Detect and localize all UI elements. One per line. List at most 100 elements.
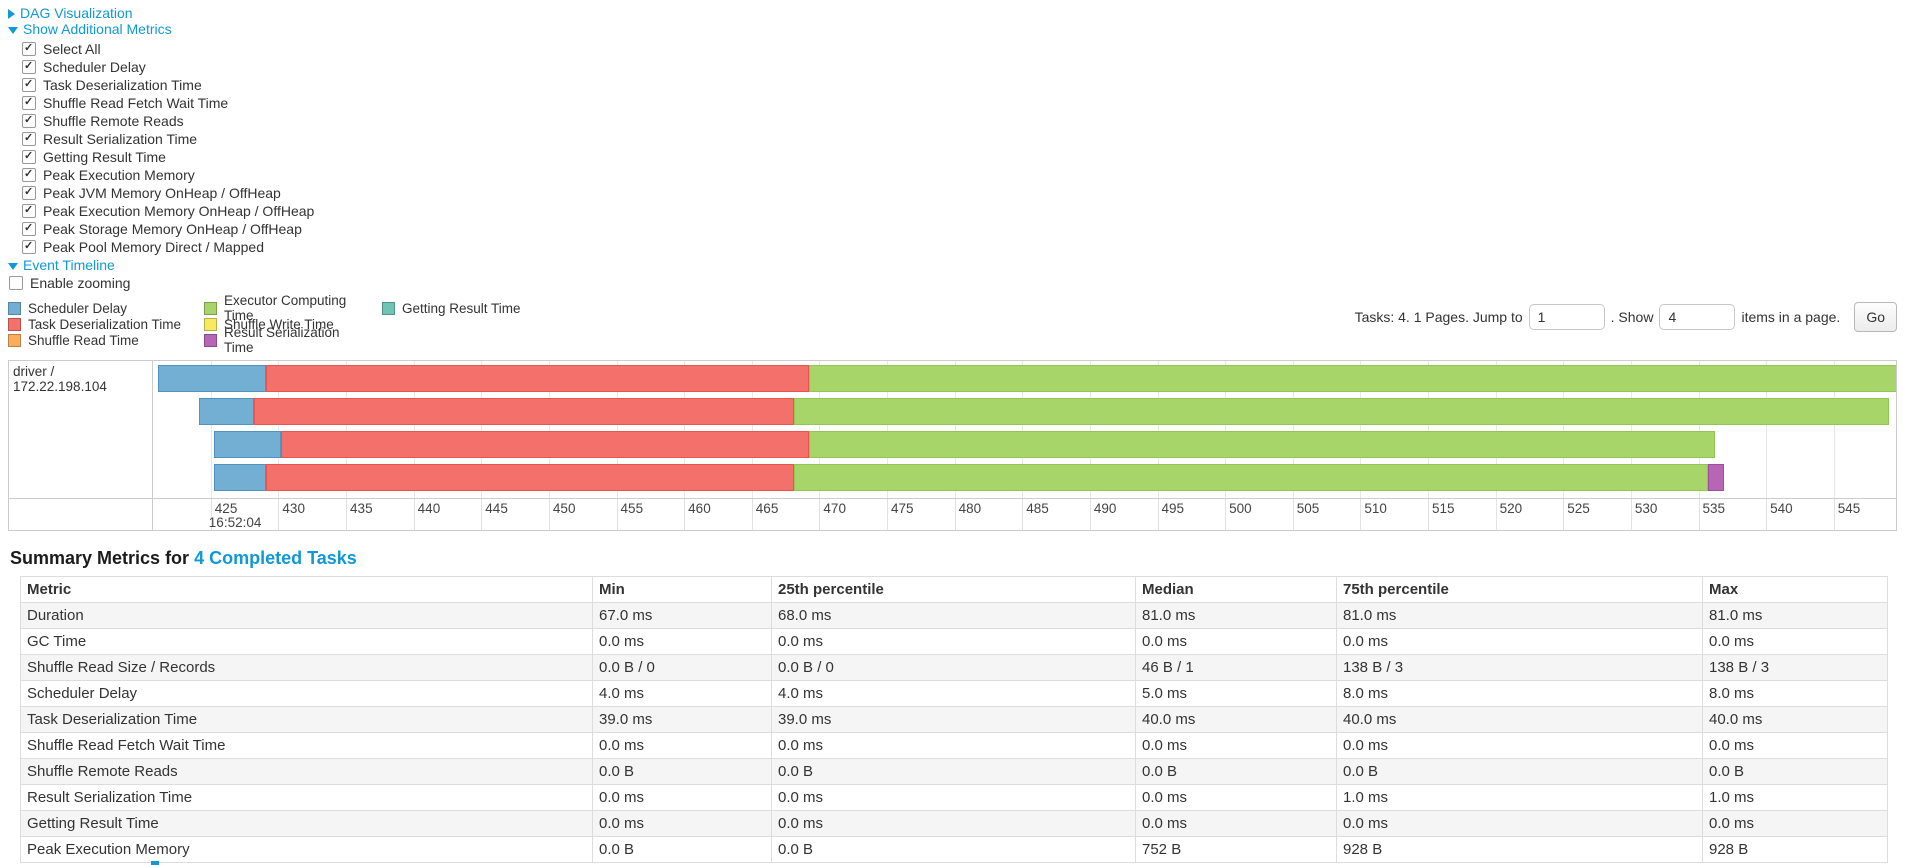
metric-value-cell: 0.0 ms [771, 784, 1136, 811]
checkbox[interactable] [22, 239, 36, 254]
caret-right-icon [8, 8, 15, 19]
checkbox[interactable] [22, 77, 36, 92]
metric-value-cell: 0.0 ms [1135, 732, 1337, 759]
jump-to-page-input[interactable] [1528, 304, 1605, 330]
timeline-bar-segment-scheduler-delay[interactable] [198, 398, 255, 425]
metric-value-cell: 0.0 B [592, 758, 772, 785]
checkbox[interactable] [22, 221, 36, 236]
summary-metrics-title: Summary Metrics for 4 Completed Tasks [10, 548, 1899, 569]
checkbox[interactable] [22, 113, 36, 128]
clipped-next-section-fragment [151, 861, 159, 865]
checkbox[interactable] [22, 131, 36, 146]
timeline-plot-area[interactable] [154, 361, 1896, 498]
event-timeline-chart: driver / 172.22.198.104 425 430 435 440 445 4… [8, 360, 1897, 531]
legend-item: Scheduler Delay [8, 300, 204, 316]
timeline-bar-segment-task-deser[interactable] [266, 365, 809, 392]
table-row: Shuffle Remote Reads 0.0 B 0.0 B 0.0 B 0.0 B… [20, 758, 1888, 785]
axis-tick-line [751, 499, 753, 530]
metric-value-cell: 0.0 ms [592, 810, 772, 837]
metric-value-cell: 138 B / 3 [1336, 654, 1703, 681]
timeline-bar-segment-task-deser[interactable] [281, 431, 809, 458]
event-timeline-label: Event Timeline [23, 257, 115, 273]
metric-value-cell: 4.0 ms [771, 680, 1136, 707]
metric-value-cell: 928 B [1702, 836, 1888, 863]
axis-gridline [210, 361, 212, 498]
table-header-cell: Min [592, 576, 772, 603]
axis-gridline [819, 361, 821, 498]
axis-tick-label: 525 [1567, 501, 1590, 516]
table-header-cell: Median [1135, 576, 1337, 603]
axis-gridline [1292, 361, 1294, 498]
timeline-bar-segment-task-deser[interactable] [254, 398, 794, 425]
legend-label: Getting Result Time [402, 300, 521, 316]
checkbox[interactable] [22, 149, 36, 164]
metric-name-cell: Peak Execution Memory [20, 836, 593, 863]
metric-value-cell: 0.0 B [1135, 758, 1337, 785]
go-button[interactable]: Go [1854, 302, 1897, 332]
timeline-bar-segment-scheduler-delay[interactable] [213, 431, 282, 458]
timeline-bar-segment-compute[interactable] [808, 365, 1896, 392]
checkbox[interactable] [22, 59, 36, 74]
axis-tick-label: 435 [350, 501, 373, 516]
table-row: Scheduler Delay 4.0 ms 4.0 ms 5.0 ms 8.0 ms 8… [20, 680, 1888, 707]
metric-value-cell: 40.0 ms [1336, 706, 1703, 733]
axis-gridline [278, 361, 280, 498]
checkbox-label: Result Serialization Time [43, 131, 198, 147]
checkbox-item: Shuffle Read Fetch Wait Time [22, 94, 1899, 112]
axis-tick-label: 465 [755, 501, 779, 516]
metric-value-cell: 0.0 ms [1135, 628, 1337, 655]
axis-tick-line [1630, 499, 1632, 530]
axis-tick-label: 500 [1229, 501, 1252, 516]
metric-value-cell: 67.0 ms [592, 602, 772, 629]
axis-gridline [413, 361, 415, 498]
checkbox[interactable] [22, 95, 36, 110]
timeline-bar-segment-result-ser[interactable] [1708, 464, 1725, 491]
axis-tick-line [1563, 499, 1565, 530]
axis-time-label: 16:52:04 [208, 515, 262, 530]
axis-tick-line [346, 499, 348, 530]
timeline-bar-segment-scheduler-delay[interactable] [158, 365, 267, 392]
metric-value-cell: 0.0 ms [771, 732, 1136, 759]
dag-visualization-toggle[interactable]: DAG Visualization [8, 6, 1899, 21]
event-timeline-toggle[interactable]: Event Timeline [8, 258, 1899, 273]
metric-value-cell: 752 B [1135, 836, 1337, 863]
metric-name-cell: Shuffle Read Fetch Wait Time [20, 732, 593, 759]
executor-row-label: driver / 172.22.198.104 [9, 361, 153, 498]
axis-tick-line [1292, 499, 1294, 530]
checkbox[interactable] [22, 185, 36, 200]
completed-tasks-link[interactable]: 4 Completed Tasks [194, 548, 357, 568]
show-additional-metrics-toggle[interactable]: Show Additional Metrics [8, 22, 1899, 37]
enable-zooming-row: Enable zooming [9, 274, 1899, 291]
shuffle-read-swatch-icon [8, 333, 21, 347]
timeline-bar-segment-compute[interactable] [808, 431, 1715, 458]
checkbox-label: Task Deserialization Time [43, 77, 202, 93]
timeline-bar-segment-compute[interactable] [793, 464, 1708, 491]
checkbox-item: Getting Result Time [22, 148, 1899, 166]
checkbox[interactable] [22, 203, 36, 218]
timeline-bar-segment-scheduler-delay[interactable] [213, 464, 267, 491]
axis-gridline [346, 361, 348, 498]
items-per-page-input[interactable] [1659, 304, 1736, 330]
checkbox[interactable] [22, 167, 36, 182]
checkbox-item: Peak Execution Memory [22, 166, 1899, 184]
checkbox-label: Peak Execution Memory OnHeap / OffHeap [43, 203, 315, 219]
timeline-bar-segment-task-deser[interactable] [266, 464, 794, 491]
metric-value-cell: 0.0 ms [592, 784, 772, 811]
metric-name-cell: Task Deserialization Time [20, 706, 593, 733]
axis-tick-label: 510 [1364, 501, 1387, 516]
metric-value-cell: 81.0 ms [1135, 602, 1337, 629]
legend-item: Shuffle Write Time [204, 316, 364, 332]
metric-value-cell: 5.0 ms [1135, 680, 1337, 707]
checkbox[interactable] [22, 41, 36, 56]
metric-name-cell: Scheduler Delay [20, 680, 593, 707]
axis-tick-line [413, 499, 415, 530]
enable-zooming-checkbox[interactable] [9, 275, 23, 290]
legend-label: Scheduler Delay [28, 300, 128, 316]
axis-tick-label: 530 [1634, 501, 1658, 516]
timeline-bar-segment-compute[interactable] [793, 398, 1890, 425]
enable-zooming-label: Enable zooming [30, 274, 131, 291]
metric-value-cell: 39.0 ms [771, 706, 1136, 733]
axis-tick-label: 430 [282, 501, 305, 516]
metric-value-cell: 0.0 B / 0 [592, 654, 772, 681]
caret-down-icon [8, 263, 18, 270]
